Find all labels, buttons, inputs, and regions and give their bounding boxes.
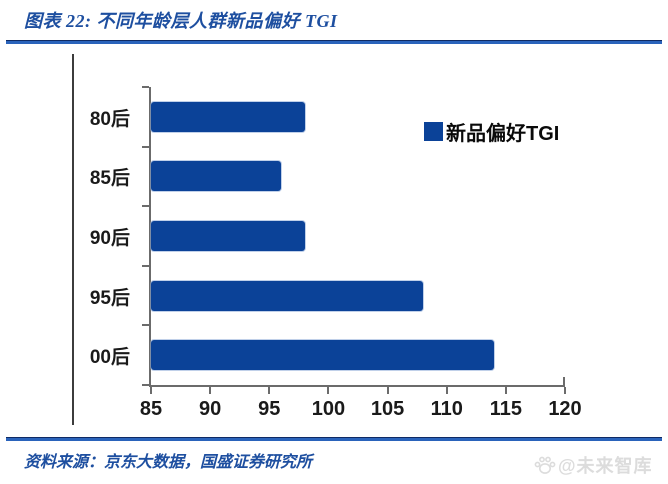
category-label-00后: 00后 <box>89 347 130 369</box>
x-axis-label-90: 90 <box>199 398 222 420</box>
y-axis-tick <box>142 264 149 267</box>
x-axis-label-100: 100 <box>311 398 346 420</box>
x-axis-tick <box>150 387 152 394</box>
figure-title: 图表 22: 不同年龄层人群新品偏好 TGI <box>24 11 338 31</box>
bar-chart-plot: 80后 85后 90后 95后 00后 85 90 95 100 105 110 115 120 <box>90 86 582 420</box>
left-border-line <box>72 54 74 425</box>
x-axis-label-85: 85 <box>139 398 163 420</box>
header-rule <box>6 40 662 44</box>
category-label-80后: 80后 <box>89 108 130 130</box>
footer-rule <box>6 437 662 441</box>
category-label-95后: 95后 <box>89 287 130 309</box>
legend: 新品偏好TGI <box>424 117 559 146</box>
x-axis-label-120: 120 <box>548 398 582 420</box>
watermark-text: @未来智库 <box>558 456 653 476</box>
y-axis-tick <box>142 324 149 327</box>
bar-95后 <box>151 280 424 311</box>
bar-85后 <box>151 161 282 192</box>
x-axis-label-105: 105 <box>370 398 405 420</box>
bar-90后 <box>151 221 305 251</box>
x-axis-tick <box>564 387 566 394</box>
y-axis-tick <box>142 145 149 148</box>
x-axis-label-115: 115 <box>489 398 522 420</box>
x-axis-tick <box>504 387 507 394</box>
y-axis-tick <box>142 205 149 208</box>
x-axis-tick <box>445 387 448 394</box>
source-note: 资料来源：京东大数据，国盛证券研究所 <box>24 454 313 471</box>
bar-80后 <box>151 101 305 132</box>
x-axis-label-110: 110 <box>430 398 463 420</box>
x-axis-tick <box>386 387 389 394</box>
paw-icon <box>534 456 556 474</box>
category-label-85后: 85后 <box>89 168 130 190</box>
y-axis-tick <box>142 384 149 386</box>
legend-swatch-icon <box>424 122 443 141</box>
bar-00后 <box>151 340 495 371</box>
x-axis-tick <box>209 387 212 394</box>
x-axis-tick <box>327 387 330 394</box>
x-axis-endcap-tick <box>563 377 565 385</box>
y-axis-tick <box>142 86 149 88</box>
legend-label: 新品偏好TGI <box>446 123 560 145</box>
watermark: @未来智库 <box>534 452 653 478</box>
category-label-90后: 90后 <box>89 228 130 249</box>
x-axis-label-95: 95 <box>258 398 281 420</box>
x-axis-tick <box>268 387 271 394</box>
